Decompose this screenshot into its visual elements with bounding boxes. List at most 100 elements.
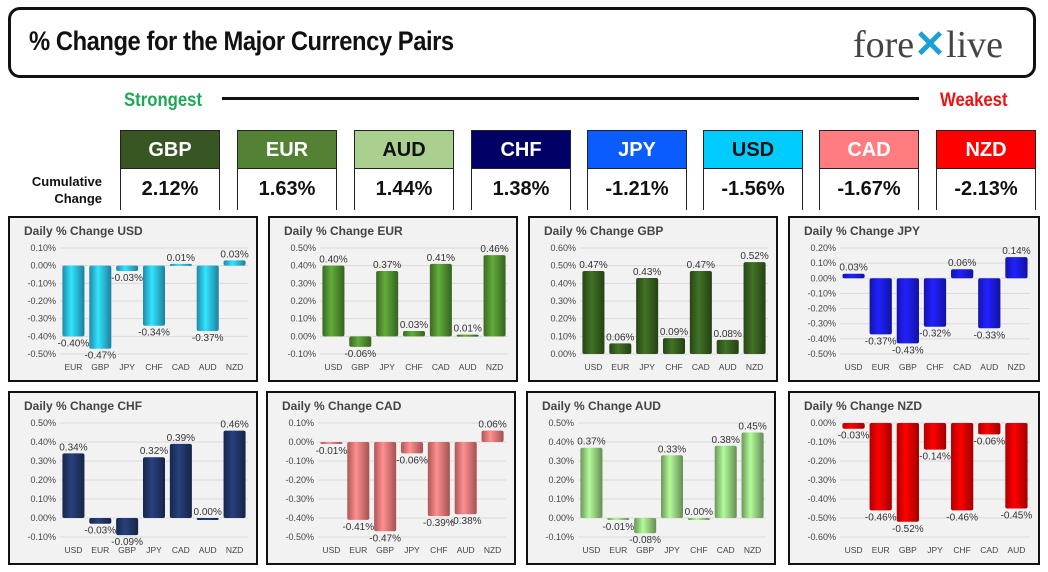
svg-text:-0.40%: -0.40%: [285, 513, 314, 523]
chart-title: Daily % Change USD: [24, 224, 143, 238]
bar: [402, 331, 426, 337]
svg-text:0.10%: 0.10%: [288, 418, 314, 428]
bar-chart: 0.60% 0.50% 0.40% 0.30% 0.20% 0.10% 0.00% 0.47%…: [550, 243, 768, 372]
svg-text:0.45%: 0.45%: [738, 422, 766, 433]
bar: [842, 273, 865, 279]
svg-text:USD: USD: [582, 545, 600, 555]
svg-text:-0.10%: -0.10%: [545, 532, 574, 542]
bar: [978, 423, 1001, 435]
svg-text:JPY: JPY: [404, 545, 420, 555]
bar: [196, 265, 219, 332]
cumulative-value: 1.63%: [238, 169, 336, 210]
svg-text:AUD: AUD: [199, 545, 217, 555]
svg-text:USD: USD: [324, 362, 342, 372]
svg-text:-0.20%: -0.20%: [27, 296, 56, 306]
svg-text:GBP: GBP: [376, 545, 394, 555]
bar: [582, 270, 605, 354]
bar: [1005, 257, 1028, 279]
bar: [636, 278, 659, 354]
svg-text:-0.40%: -0.40%: [27, 331, 56, 341]
forexlive-logo: fore✕live: [853, 22, 1003, 67]
bar-chart: 0.10%0.00%-0.10%-0.20%-0.30%-0.40%-0.50%…: [27, 243, 248, 372]
svg-text:0.20%: 0.20%: [550, 314, 576, 324]
chart-panel-gbp: Daily % Change GBP 0.60% 0.50% 0.40% 0.30% 0.…: [528, 216, 778, 382]
svg-text:0.00%: 0.00%: [810, 418, 836, 428]
svg-text:-0.03%: -0.03%: [838, 431, 870, 442]
svg-text:CAD: CAD: [953, 362, 971, 372]
svg-text:0.50%: 0.50%: [30, 418, 56, 428]
currency-box-aud: AUD 1.44%: [354, 130, 454, 210]
svg-text:-0.34%: -0.34%: [138, 328, 170, 339]
svg-text:0.00%: 0.00%: [685, 507, 713, 518]
cumulative-value: -1.21%: [588, 169, 686, 210]
svg-text:0.06%: 0.06%: [948, 258, 976, 269]
svg-text:CHF: CHF: [430, 545, 447, 555]
svg-text:CHF: CHF: [953, 545, 970, 555]
svg-text:EUR: EUR: [64, 362, 82, 372]
svg-text:0.30%: 0.30%: [30, 456, 56, 466]
svg-text:-0.38%: -0.38%: [450, 516, 482, 527]
svg-text:0.03%: 0.03%: [400, 320, 428, 331]
currency-code: AUD: [355, 131, 453, 169]
bar: [427, 442, 450, 517]
weakest-label: Weakest: [940, 90, 1008, 111]
bar: [223, 260, 246, 266]
bar: [376, 270, 399, 337]
currency-box-cad: CAD -1.67%: [819, 130, 919, 210]
svg-text:-0.20%: -0.20%: [807, 456, 836, 466]
svg-text:-0.40%: -0.40%: [58, 338, 90, 349]
svg-text:0.52%: 0.52%: [740, 251, 768, 262]
cumulative-change-label: Cumulative Change: [22, 173, 102, 207]
svg-text:EUR: EUR: [609, 545, 627, 555]
svg-text:0.47%: 0.47%: [579, 260, 607, 271]
svg-text:-0.20%: -0.20%: [807, 304, 836, 314]
bar: [687, 518, 710, 520]
bar-chart: 0.50%0.40%0.30%0.20%0.10%0.00%-0.10%0.40…: [287, 243, 508, 372]
svg-text:NZD: NZD: [486, 362, 503, 372]
svg-text:0.01%: 0.01%: [454, 324, 482, 335]
svg-text:0.30%: 0.30%: [550, 296, 576, 306]
bar: [62, 453, 85, 518]
currency-code: EUR: [238, 131, 336, 169]
currency-box-eur: EUR 1.63%: [237, 130, 337, 210]
svg-text:CAD: CAD: [692, 362, 710, 372]
svg-text:-0.08%: -0.08%: [629, 535, 661, 546]
bar: [714, 445, 737, 518]
svg-text:0.01%: 0.01%: [167, 253, 195, 264]
svg-text:EUR: EUR: [349, 545, 367, 555]
svg-text:0.10%: 0.10%: [290, 314, 316, 324]
bar-chart: 0.10%0.00%-0.10%-0.20%-0.30%-0.40%-0.50%…: [285, 418, 506, 555]
svg-text:CAD: CAD: [980, 545, 998, 555]
svg-text:0.00%: 0.00%: [288, 437, 314, 447]
svg-text:NZD: NZD: [744, 545, 761, 555]
svg-text:CAD: CAD: [172, 362, 190, 372]
svg-text:GBP: GBP: [899, 545, 917, 555]
cumulative-label-line2: Change: [54, 191, 102, 206]
chart-panel-usd: Daily % Change USD 0.10% 0.00% -0.10% -0.20%…: [8, 216, 258, 382]
svg-text:NZD: NZD: [746, 362, 763, 372]
bar: [869, 423, 892, 511]
bar-chart: 0.20% 0.10% 0.00% -0.10% -0.20% -0.30% -0.40% -…: [807, 243, 1030, 372]
svg-text:-0.33%: -0.33%: [973, 330, 1005, 341]
bar: [743, 262, 766, 354]
currency-code: NZD: [937, 131, 1035, 169]
cumulative-value: -2.13%: [937, 169, 1035, 210]
logo-text-left: fore: [852, 24, 915, 66]
svg-text:0.03%: 0.03%: [220, 249, 248, 260]
svg-text:AUD: AUD: [459, 362, 477, 372]
bar: [896, 423, 919, 522]
svg-text:0.06%: 0.06%: [606, 332, 634, 343]
bar: [896, 278, 919, 344]
svg-text:0.10%: 0.10%: [30, 243, 56, 253]
svg-text:-0.47%: -0.47%: [369, 533, 401, 544]
svg-text:0.10%: 0.10%: [548, 494, 574, 504]
bar: [660, 455, 684, 518]
bar: [454, 442, 477, 515]
currency-box-jpy: JPY -1.21%: [587, 130, 687, 210]
svg-text:0.40%: 0.40%: [290, 261, 316, 271]
svg-text:CHF: CHF: [690, 545, 707, 555]
svg-text:-0.30%: -0.30%: [285, 494, 314, 504]
svg-text:-0.46%: -0.46%: [865, 512, 897, 523]
bar: [374, 442, 397, 532]
svg-text:JPY: JPY: [664, 545, 680, 555]
